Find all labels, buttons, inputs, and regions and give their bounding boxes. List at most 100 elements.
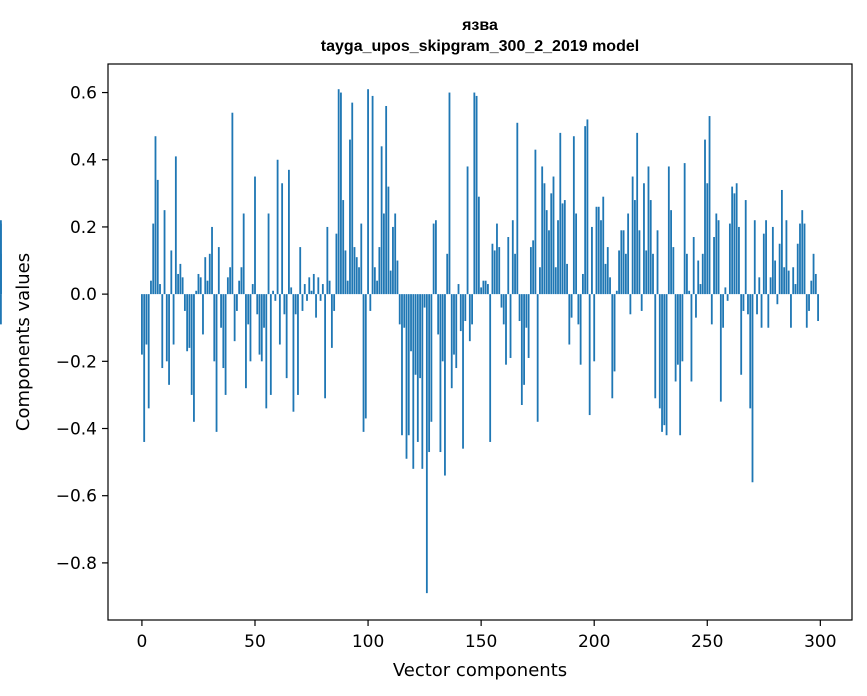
bar-component-209	[613, 294, 616, 372]
bar-component-9	[161, 294, 164, 369]
bar-component-82	[326, 226, 329, 295]
bar-component-24	[195, 290, 198, 295]
bar-component-293	[803, 223, 806, 295]
bar-component-132	[439, 294, 442, 453]
bar-component-221	[640, 294, 643, 311]
bar-component-83	[328, 280, 331, 295]
bar-component-54	[263, 294, 265, 328]
bar-component-280	[774, 260, 777, 295]
bar-component-153	[487, 284, 489, 295]
bar-component-239	[681, 294, 684, 362]
bar-component-225	[649, 200, 652, 295]
bar-component-145	[468, 294, 471, 342]
bar-component-183	[554, 267, 557, 295]
bar-component-59	[274, 294, 277, 301]
bar-component-5	[152, 223, 155, 295]
bar-component-282	[778, 243, 781, 295]
bar-component-135	[446, 253, 449, 295]
bar-component-1	[143, 294, 146, 442]
bar-component-206	[606, 247, 609, 295]
bar-component-186	[561, 203, 564, 295]
y-tick-label: −0.2	[56, 352, 97, 372]
bar-component-20	[186, 294, 189, 352]
bar-component-159	[500, 294, 503, 308]
bar-component-26	[199, 277, 202, 295]
bar-component-120	[412, 294, 415, 469]
y-tick-label: 0.2	[70, 218, 97, 238]
bar-component-160	[502, 294, 505, 325]
bar-component-21	[188, 294, 191, 348]
bar-component-242	[688, 290, 691, 295]
bar-component-35	[220, 294, 222, 328]
bar-component-279	[771, 226, 774, 295]
bar-component-16	[177, 273, 180, 295]
bar-component-218	[634, 200, 636, 295]
bar-component-43	[238, 280, 241, 295]
bar-component-271	[753, 220, 756, 295]
bar-component-109	[387, 186, 390, 295]
bar-component-66	[290, 287, 293, 295]
bar-component-180	[548, 230, 550, 295]
bar-component-265	[740, 294, 743, 375]
bar-component-150	[480, 287, 483, 295]
bar-component-190	[570, 294, 573, 318]
bar-component-151	[482, 280, 485, 295]
bar-component-286	[787, 270, 790, 295]
bar-component-252	[710, 294, 713, 325]
bar-component-123	[419, 294, 421, 379]
bar-component-269	[749, 294, 752, 409]
bar-component-201	[595, 206, 598, 295]
bar-component-49	[251, 284, 254, 295]
bar-component-97	[360, 223, 363, 295]
bar-component-262	[733, 193, 736, 295]
bar-component-203	[600, 220, 602, 295]
bar-component-284	[783, 267, 786, 295]
bar-component-268	[747, 294, 749, 315]
bar-component-65	[288, 169, 290, 295]
bar-component-156	[493, 250, 496, 295]
bar-component-294	[805, 294, 808, 328]
bar-component-12	[168, 294, 170, 385]
bar-component-53	[260, 294, 263, 362]
bar-component-52	[258, 294, 261, 355]
bar-component-171	[527, 294, 530, 358]
y-tick-label: 0.6	[70, 84, 97, 104]
bar-component-199	[591, 226, 593, 295]
bar-component-110	[389, 270, 392, 295]
x-tick-label: 100	[352, 632, 384, 652]
bar-component-136	[448, 92, 451, 295]
bar-component-93	[351, 102, 354, 295]
bar-component-87	[337, 89, 340, 295]
bar-component-46	[245, 294, 247, 389]
bar-component-3	[147, 294, 150, 409]
bar-component-158	[498, 247, 501, 295]
bar-component-185	[559, 132, 562, 295]
bar-component-91	[346, 280, 349, 295]
bar-component-70	[299, 247, 302, 295]
bar-component-76	[312, 273, 315, 295]
bar-component-73	[306, 294, 308, 301]
bar-component-96	[358, 267, 360, 295]
bar-component-283	[780, 189, 783, 295]
bar-component-175	[536, 294, 539, 422]
bar-component-37	[224, 294, 227, 395]
bar-component-233	[667, 166, 670, 295]
bar-component-215	[627, 213, 630, 295]
bar-component-119	[410, 294, 412, 352]
bar-component-192	[575, 213, 578, 295]
bar-component-249	[704, 139, 706, 295]
bar-component-92	[349, 139, 351, 295]
bar-component-143	[464, 294, 467, 322]
bar-component-98	[362, 294, 365, 432]
bar-component-228	[656, 230, 659, 295]
bar-component-231	[663, 294, 666, 426]
bar-component-256	[719, 294, 722, 402]
bar-component-55	[265, 294, 268, 409]
bar-component-17	[179, 263, 182, 295]
bar-component-139	[455, 294, 458, 369]
x-tick-label: 150	[465, 632, 497, 652]
bar-component-89	[342, 200, 345, 295]
bar-component-133	[441, 294, 444, 362]
bar-component-164	[511, 220, 514, 295]
bar-component-285	[785, 220, 788, 295]
